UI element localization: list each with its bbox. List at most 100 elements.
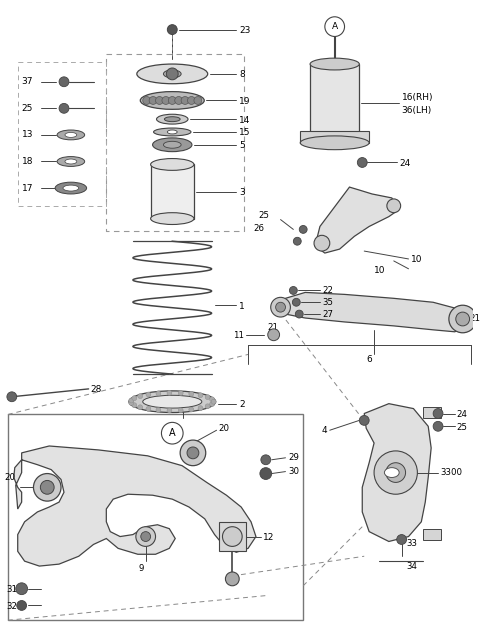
Circle shape <box>387 199 401 212</box>
Circle shape <box>433 408 443 419</box>
Circle shape <box>226 572 239 586</box>
Circle shape <box>129 401 134 405</box>
Circle shape <box>260 468 272 479</box>
Circle shape <box>386 463 406 482</box>
Circle shape <box>433 421 443 431</box>
Circle shape <box>188 96 195 105</box>
Circle shape <box>168 96 176 105</box>
Ellipse shape <box>129 391 216 413</box>
Circle shape <box>141 531 151 542</box>
Text: 30: 30 <box>288 467 300 476</box>
Text: A: A <box>169 428 176 438</box>
Text: 3: 3 <box>239 188 245 198</box>
Circle shape <box>293 237 301 245</box>
Circle shape <box>16 583 27 595</box>
Circle shape <box>357 158 367 167</box>
Bar <box>423 529 441 540</box>
Text: 10: 10 <box>374 266 385 275</box>
Circle shape <box>167 390 172 396</box>
Text: 29: 29 <box>288 454 300 463</box>
Text: 18: 18 <box>22 157 33 166</box>
Circle shape <box>211 399 216 404</box>
Circle shape <box>222 527 242 546</box>
Circle shape <box>138 405 143 410</box>
Text: 25: 25 <box>22 104 33 113</box>
Text: 2: 2 <box>239 400 245 409</box>
Ellipse shape <box>57 156 84 167</box>
Text: 23: 23 <box>239 26 251 35</box>
Text: 11: 11 <box>233 331 244 340</box>
Text: 24: 24 <box>457 410 468 419</box>
Circle shape <box>167 68 178 80</box>
Text: 7: 7 <box>172 401 178 410</box>
Bar <box>151 165 194 219</box>
Polygon shape <box>315 187 399 253</box>
Text: 32: 32 <box>7 602 18 611</box>
Circle shape <box>198 393 203 397</box>
Circle shape <box>205 395 210 399</box>
Text: 24: 24 <box>400 159 411 168</box>
Bar <box>300 131 369 143</box>
Ellipse shape <box>310 58 360 70</box>
Ellipse shape <box>164 117 180 122</box>
Circle shape <box>205 404 210 409</box>
Circle shape <box>180 440 206 466</box>
Text: 31: 31 <box>7 585 18 594</box>
Circle shape <box>449 305 477 333</box>
Circle shape <box>314 235 330 251</box>
Text: 6: 6 <box>366 355 372 364</box>
Ellipse shape <box>63 185 79 191</box>
Circle shape <box>299 225 307 234</box>
Circle shape <box>59 77 69 87</box>
Circle shape <box>149 96 157 105</box>
Circle shape <box>261 455 271 464</box>
Text: 22: 22 <box>322 286 333 295</box>
Circle shape <box>168 25 177 34</box>
Text: 5: 5 <box>239 141 245 150</box>
Circle shape <box>396 535 407 544</box>
Circle shape <box>7 392 17 402</box>
Ellipse shape <box>168 130 177 134</box>
Ellipse shape <box>300 136 369 150</box>
Text: 1: 1 <box>239 302 245 311</box>
Circle shape <box>189 407 194 412</box>
Text: 36(LH): 36(LH) <box>402 106 432 115</box>
Text: 25: 25 <box>457 423 468 432</box>
Circle shape <box>17 600 26 611</box>
Text: 25: 25 <box>258 211 269 220</box>
Polygon shape <box>277 292 466 332</box>
Text: 27: 27 <box>322 309 333 318</box>
Bar <box>310 64 360 138</box>
Circle shape <box>136 527 156 546</box>
Ellipse shape <box>65 133 77 137</box>
Text: 12: 12 <box>263 533 274 542</box>
Circle shape <box>325 17 345 36</box>
Text: 14: 14 <box>239 115 251 124</box>
Text: 19: 19 <box>239 97 251 106</box>
Ellipse shape <box>151 212 194 225</box>
Text: 8: 8 <box>239 70 245 79</box>
Circle shape <box>198 406 203 411</box>
Bar <box>423 406 441 419</box>
Text: 9: 9 <box>138 563 144 572</box>
Text: 35: 35 <box>322 298 333 307</box>
Circle shape <box>187 447 199 459</box>
Circle shape <box>211 399 216 404</box>
Circle shape <box>289 286 297 294</box>
Circle shape <box>162 96 170 105</box>
Circle shape <box>156 96 163 105</box>
Ellipse shape <box>143 396 202 408</box>
Circle shape <box>132 396 137 401</box>
Text: 26: 26 <box>253 224 264 233</box>
Circle shape <box>161 422 183 444</box>
Circle shape <box>146 406 151 412</box>
Text: 21: 21 <box>268 323 279 332</box>
Ellipse shape <box>163 141 181 148</box>
Circle shape <box>374 451 418 494</box>
Circle shape <box>146 392 151 397</box>
Circle shape <box>167 408 172 413</box>
Ellipse shape <box>163 70 181 78</box>
Circle shape <box>178 390 183 396</box>
Circle shape <box>129 398 134 403</box>
Circle shape <box>268 329 279 341</box>
